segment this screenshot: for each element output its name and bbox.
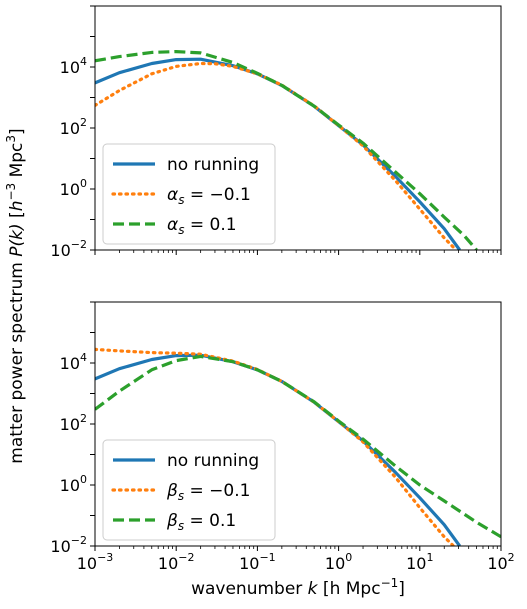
series-line-2 <box>95 49 478 250</box>
legend-symbol: α <box>167 185 178 205</box>
x-axis-label-xlabel_close: ] <box>398 579 405 599</box>
legend-label: no running <box>167 451 259 471</box>
x-axis-label-xlabel_unit: [h Mpc <box>318 579 381 599</box>
legend-symbol: α <box>167 215 178 235</box>
tick-exponent: 2 <box>80 412 87 425</box>
tick-base: 10 <box>239 554 259 573</box>
y-tick-label: 100 <box>60 177 87 199</box>
tick-base: 10 <box>325 554 345 573</box>
series-group <box>95 347 501 546</box>
series-line-1 <box>95 347 456 546</box>
x-tick-label: 101 <box>406 551 433 573</box>
x-tick-label: 10−1 <box>239 551 276 573</box>
tick-exponent: 2 <box>508 551 515 564</box>
y-tick-label: 100 <box>60 473 87 495</box>
y-axis-label-open: [ <box>7 211 27 223</box>
y-tick-label: 10−2 <box>50 534 87 556</box>
tick-base: 10 <box>406 554 426 573</box>
series-line-1 <box>95 61 458 250</box>
tick-base: 10 <box>487 554 507 573</box>
x-tick-label: 10−2 <box>158 551 195 573</box>
series-group <box>95 49 478 250</box>
y-axis-label-mpc-exp: 3 <box>4 135 18 143</box>
x-tick-label: 102 <box>487 551 514 573</box>
legend-subscript: s <box>178 223 184 237</box>
tick-exponent: −2 <box>71 534 87 547</box>
y-axis-label-mpc: Mpc <box>7 143 27 183</box>
tick-exponent: 0 <box>345 551 352 564</box>
tick-base: 10 <box>60 119 80 138</box>
legend-subscript: s <box>178 489 184 503</box>
y-tick-label: 102 <box>60 412 87 434</box>
tick-exponent: −3 <box>97 551 113 564</box>
x-tick-label: 10−3 <box>77 551 114 573</box>
legend-value: = 0.1 <box>184 511 236 531</box>
legend-value: = −0.1 <box>184 481 250 501</box>
tick-base: 10 <box>60 58 80 77</box>
series-line-0 <box>95 353 461 546</box>
x-tick-label: 100 <box>325 551 352 573</box>
tick-exponent: 1 <box>426 551 433 564</box>
tick-exponent: −2 <box>71 238 87 251</box>
tick-exponent: 0 <box>80 177 87 190</box>
legend-subscript: s <box>178 519 184 533</box>
legend-label: αs = −0.1 <box>167 185 251 207</box>
tick-base: 10 <box>50 241 70 260</box>
tick-exponent: −1 <box>259 551 275 564</box>
tick-base: 10 <box>77 554 97 573</box>
tick-base: 10 <box>50 537 70 556</box>
legend-label: βs = 0.1 <box>166 511 236 533</box>
tick-base: 10 <box>60 476 80 495</box>
y-tick-label: 102 <box>60 116 87 138</box>
y-axis-label-main: matter power spectrum <box>7 257 27 464</box>
legend-frame <box>102 143 276 245</box>
x-axis-label-xlabel_main: wavenumber <box>191 579 308 599</box>
tick-exponent: 4 <box>80 351 87 364</box>
y-tick-label: 104 <box>60 55 87 77</box>
x-axis-label-xlabel_var: k <box>308 579 319 599</box>
x-axis-label: wavenumber k [h Mpc−1] <box>191 576 405 599</box>
legend-label: βs = −0.1 <box>166 481 250 503</box>
y-axis-label-h-exp: −3 <box>4 183 18 201</box>
y-tick-label: 10−2 <box>50 238 87 260</box>
y-axis-label: matter power spectrum P(k) [h−3 Mpc3] <box>4 128 27 463</box>
tick-exponent: 0 <box>80 473 87 486</box>
legend-subscript: s <box>178 193 184 207</box>
tick-base: 10 <box>60 180 80 199</box>
tick-exponent: −2 <box>178 551 194 564</box>
legend-label: αs = 0.1 <box>167 215 237 237</box>
tick-exponent: 4 <box>80 55 87 68</box>
y-axis-label-h: h <box>7 201 27 212</box>
tick-base: 10 <box>158 554 178 573</box>
y-axis-label-func: P(k) <box>7 223 27 256</box>
y-tick-label: 104 <box>60 351 87 373</box>
legend-value: = 0.1 <box>184 215 236 235</box>
series-line-2 <box>95 354 501 539</box>
y-axis-label-close: ] <box>7 128 27 135</box>
legend-label: no running <box>167 155 259 175</box>
tick-exponent: 2 <box>80 116 87 129</box>
x-axis-label-xlabel_exp: −1 <box>381 576 399 590</box>
legend-symbol: β <box>166 481 178 501</box>
tick-base: 10 <box>60 354 80 373</box>
legend-value: = −0.1 <box>184 185 250 205</box>
legend-symbol: β <box>166 511 178 531</box>
tick-base: 10 <box>60 415 80 434</box>
legend-frame <box>102 439 276 541</box>
